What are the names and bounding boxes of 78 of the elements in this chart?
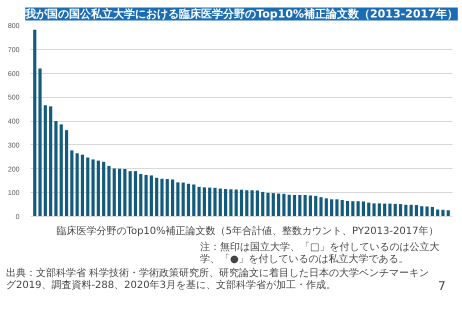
bar: [80, 154, 84, 216]
chart-title: 我が国の国公私立大学における臨床医学分野のTop10%補正論文数（2013-2017年）: [24, 8, 458, 20]
bar: [134, 171, 138, 216]
bar: [139, 174, 142, 216]
bar: [49, 106, 52, 216]
bar: [335, 199, 339, 216]
bar: [340, 200, 344, 216]
bar: [160, 178, 164, 216]
bar: [38, 68, 42, 216]
bar: [186, 184, 190, 216]
bar: [107, 166, 111, 216]
bar: [346, 200, 350, 216]
bar: [234, 190, 238, 216]
bar: [292, 195, 296, 216]
bar: [272, 193, 275, 216]
bar: [150, 175, 153, 216]
bar: [277, 194, 280, 216]
bar: [351, 201, 354, 216]
bar: [356, 201, 360, 216]
bar: [182, 182, 185, 216]
bar: [76, 153, 79, 216]
bar: [123, 168, 126, 216]
bar: [266, 192, 270, 216]
bar: [176, 182, 180, 216]
bar: [54, 121, 58, 216]
bar: [213, 188, 217, 216]
bar: [324, 198, 328, 216]
bar: [33, 30, 36, 216]
bar: [112, 168, 116, 216]
bar: [256, 190, 259, 216]
bar: [282, 194, 286, 216]
bar: [224, 189, 228, 216]
text: 注：無印は国立大学、「□」を付しているのは公立大学、「●」を付しているのは私立大学である。: [200, 242, 440, 266]
text: 7: [438, 279, 446, 293]
bar: [319, 197, 323, 216]
bar: [155, 178, 158, 216]
bar: [96, 160, 100, 216]
bar: [60, 124, 63, 216]
bar: [388, 204, 392, 216]
bar: [64, 130, 68, 216]
bar: [420, 206, 424, 216]
bar: [245, 190, 248, 216]
bar: [144, 174, 148, 216]
bar: [91, 159, 95, 216]
bar: [208, 188, 212, 216]
bar: [70, 150, 74, 216]
bar: [367, 202, 370, 216]
bar: [197, 186, 201, 216]
bar: [86, 158, 90, 216]
bar: [202, 187, 206, 216]
bar: [218, 188, 222, 216]
bar: [414, 205, 418, 216]
bar: [288, 194, 291, 216]
bar: [261, 192, 264, 216]
bar: [398, 204, 402, 216]
bar: [446, 210, 450, 216]
bar: [192, 184, 196, 216]
bar: [298, 195, 302, 216]
source-note: 出典：文部科学省 科学技術・学術政策研究所、研究論文に着目した日本の大学ベンチマーキング2019、調査資料-288、2020年3月を基に、文部科学省が加工・作成。: [6, 268, 430, 292]
bar: [304, 195, 307, 216]
bar: [330, 199, 334, 216]
bar: [44, 105, 47, 216]
bar: [118, 168, 122, 216]
bar: [308, 195, 312, 216]
bar: [229, 189, 232, 216]
bar: [362, 201, 366, 216]
bar: [102, 162, 106, 216]
bar: [250, 190, 254, 216]
bar: [240, 190, 244, 216]
bar: [372, 203, 376, 216]
bar: [383, 204, 386, 216]
bar: [166, 179, 169, 216]
series-label: 臨床医学分野のTop10%補正論文数（5年合計値、整数カウント、PY2013-2017年）: [56, 224, 438, 238]
bar: [170, 179, 174, 216]
bar: [128, 171, 132, 216]
bar: [314, 196, 318, 216]
bar: [378, 203, 381, 216]
bar: [394, 204, 397, 216]
